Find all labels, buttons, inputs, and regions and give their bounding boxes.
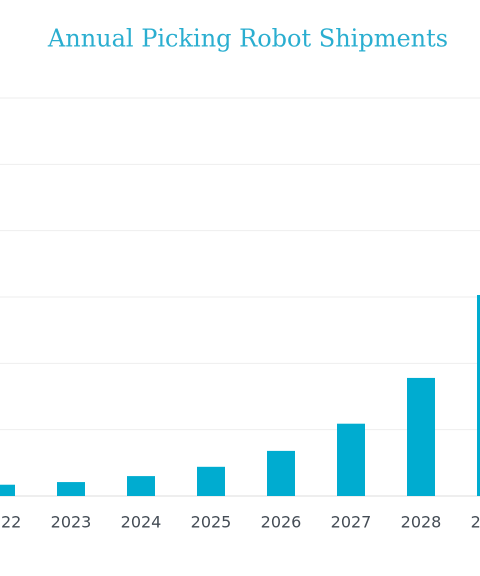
x-tick-label: 2023 [51, 513, 92, 532]
x-tick-label: 2029 [471, 513, 480, 532]
bar [57, 482, 85, 496]
bar [337, 423, 365, 496]
bar [267, 450, 295, 496]
x-tick-label: 2026 [261, 513, 302, 532]
x-tick-label: 2028 [401, 513, 442, 532]
x-tick-label: 2027 [331, 513, 372, 532]
bar [407, 377, 435, 496]
bar [197, 466, 225, 496]
x-tick-label: 2025 [191, 513, 232, 532]
chart-title: Annual Picking Robot Shipments [47, 25, 448, 53]
x-tick-label: 2022 [0, 513, 21, 532]
bar [0, 484, 15, 496]
x-tick-label: 2024 [121, 513, 162, 532]
bar [477, 295, 480, 496]
bar [127, 476, 155, 496]
